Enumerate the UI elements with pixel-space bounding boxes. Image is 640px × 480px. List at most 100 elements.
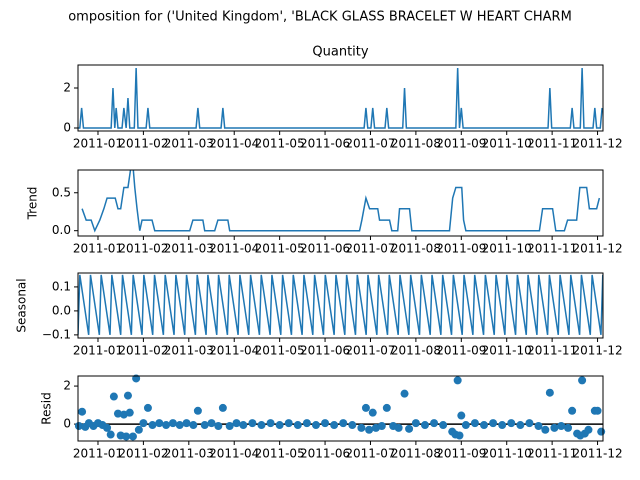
x-tick-label: 2011-04 [209, 137, 259, 151]
series-line [78, 67, 603, 129]
x-tick-label: 2011-08 [391, 447, 441, 461]
resid-point [400, 389, 409, 398]
resid-point [584, 425, 593, 434]
resid-point [109, 392, 118, 401]
resid-point [368, 408, 377, 417]
x-tick-label: 2011-09 [436, 447, 486, 461]
resid-point [557, 421, 566, 430]
resid-point [541, 425, 550, 434]
x-tick-label: 2011-12 [572, 344, 622, 358]
x-tick-label: 2011-05 [255, 344, 305, 358]
x-tick-label: 2011-11 [527, 447, 577, 461]
resid-point [225, 421, 234, 430]
resid-point [182, 419, 191, 428]
x-tick-label: 2011-06 [300, 344, 350, 358]
x-tick-label: 2011-07 [345, 242, 395, 256]
x-tick-label: 2011-05 [255, 447, 305, 461]
x-tick-label: 2011-01 [73, 447, 123, 461]
resid-point [439, 421, 448, 430]
resid-point [106, 430, 115, 439]
x-tick-label: 2011-08 [391, 137, 441, 151]
resid-point [293, 421, 302, 430]
resid-point [453, 376, 462, 385]
panel-title: Quantity [312, 45, 368, 60]
resid-point [207, 419, 216, 428]
resid-point [284, 419, 293, 428]
resid-point [461, 421, 470, 430]
resid-point [239, 421, 248, 430]
x-tick-label: 2011-02 [118, 137, 168, 151]
y-tick-label: 0.0 [52, 303, 71, 317]
x-tick-label: 2011-12 [572, 242, 622, 256]
x-tick-label: 2011-09 [436, 137, 486, 151]
resid-point [193, 406, 202, 415]
resid-point [405, 424, 414, 433]
resid-point [257, 421, 266, 430]
resid-point [148, 421, 157, 430]
resid-point [214, 421, 223, 430]
resid-point [122, 432, 131, 441]
resid-point [78, 407, 87, 416]
x-tick-label: 2011-11 [527, 344, 577, 358]
x-tick-label: 2011-02 [118, 344, 168, 358]
y-tick-label: 0.0 [52, 223, 71, 237]
resid-point [489, 419, 498, 428]
resid-point [394, 423, 403, 432]
x-tick-label: 2011-11 [527, 137, 577, 151]
resid-point [113, 409, 122, 418]
resid-point [128, 432, 137, 441]
x-tick-label: 2011-10 [482, 137, 532, 151]
resid-point [430, 419, 439, 428]
x-tick-label: 2011-07 [345, 447, 395, 461]
resid-point [139, 419, 148, 428]
resid-point [377, 421, 386, 430]
resid-point [498, 421, 507, 430]
resid-point [382, 403, 391, 412]
x-tick-label: 2011-03 [164, 344, 214, 358]
y-axis-label: Resid [40, 392, 54, 424]
resid-point [365, 425, 374, 434]
resid-point [348, 421, 357, 430]
resid-point [103, 423, 112, 432]
x-tick-label: 2011-03 [164, 242, 214, 256]
resid-point [545, 388, 554, 397]
x-tick-label: 2011-06 [300, 137, 350, 151]
x-tick-label: 2011-03 [164, 137, 214, 151]
x-tick-label: 2011-12 [572, 137, 622, 151]
resid-point [339, 419, 348, 428]
y-tick-label: 0 [63, 417, 71, 431]
x-tick-label: 2011-07 [345, 344, 395, 358]
series-line [81, 170, 601, 233]
resid-point [361, 403, 370, 412]
x-tick-label: 2011-10 [482, 242, 532, 256]
resid-point [411, 419, 420, 428]
resid-point [534, 421, 543, 430]
resid-point [248, 419, 257, 428]
resid-point [200, 421, 209, 430]
x-tick-label: 2011-08 [391, 344, 441, 358]
x-tick-label: 2011-11 [527, 242, 577, 256]
resid-point [123, 391, 132, 400]
x-tick-label: 2011-03 [164, 447, 214, 461]
resid-point [175, 421, 184, 430]
resid-point [74, 421, 83, 430]
axes-frame [77, 64, 604, 132]
resid-point [455, 431, 464, 440]
resid-point [311, 421, 320, 430]
resid-point [321, 419, 330, 428]
resid-point [266, 419, 275, 428]
resid-point [275, 421, 284, 430]
x-tick-label: 2011-06 [300, 242, 350, 256]
resid-point [218, 403, 227, 412]
x-tick-label: 2011-01 [73, 344, 123, 358]
resid-point [125, 408, 134, 417]
series-line [78, 274, 603, 335]
resid-point [168, 419, 177, 428]
resid-point [143, 403, 152, 412]
resid-point [330, 421, 339, 430]
resid-point [155, 419, 164, 428]
y-tick-label: 0.5 [52, 185, 71, 199]
resid-point [597, 427, 606, 436]
x-tick-label: 2011-07 [345, 137, 395, 151]
